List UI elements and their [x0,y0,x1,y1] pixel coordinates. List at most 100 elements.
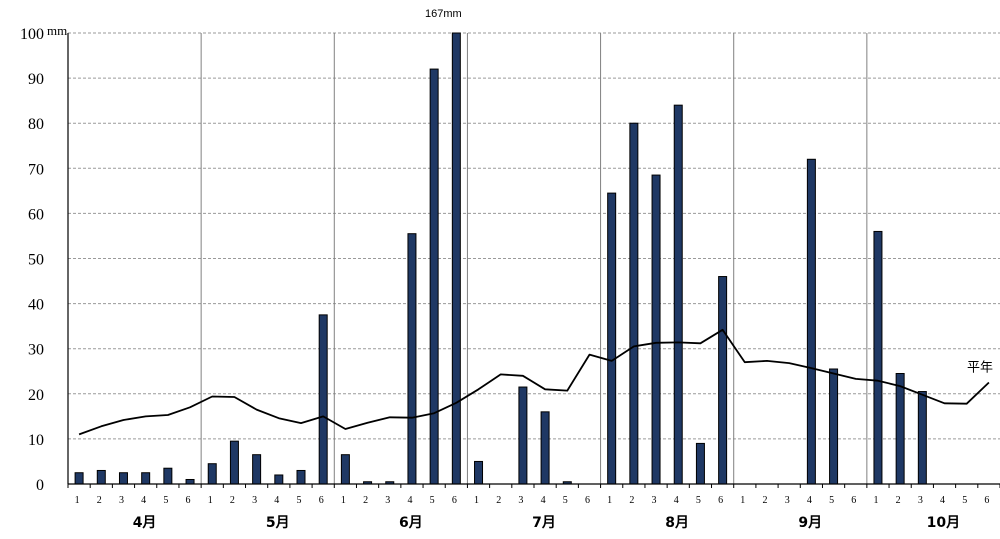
x-tick-label: 3 [652,495,657,506]
x-tick-label: 1 [341,495,346,506]
normal-line-label: 平年 [967,360,993,375]
bar [629,122,639,485]
bar [407,233,417,485]
x-tick-label: 6 [851,495,856,506]
month-label: 7月 [532,515,556,531]
x-tick-label: 4 [274,495,279,506]
bars [74,32,927,485]
bar [340,454,350,485]
x-tick-label: 1 [474,495,479,506]
y-tick-label: 80 [28,116,44,133]
bar [607,192,617,485]
month-label: 10月 [927,515,960,531]
x-tick-label: 6 [186,495,191,506]
bar [163,467,173,485]
x-tick-label: 6 [984,495,989,506]
x-tick-label: 4 [674,495,679,506]
bar [74,472,84,485]
y-unit-label: mm [47,23,67,38]
bar [695,442,705,485]
bar [917,391,927,485]
x-tick-label: 2 [496,495,501,506]
bar [895,373,905,485]
bar [829,368,839,485]
x-tick-label: 6 [319,495,324,506]
bar [207,463,217,485]
x-tick-label: 1 [607,495,612,506]
bar [318,314,328,485]
normal-line [78,328,990,436]
y-tick-label: 100 [20,26,44,43]
bar [296,469,306,485]
x-tick-label: 1 [740,495,745,506]
month-label: 6月 [399,515,423,531]
bar [96,469,106,485]
x-tick-label: 6 [585,495,590,506]
bar [229,440,239,485]
bar [141,472,151,485]
bar [651,174,661,485]
x-tick-label: 5 [163,495,168,506]
y-tick-label: 40 [28,297,44,314]
x-tick-label: 4 [141,495,146,506]
bar [429,68,439,485]
y-tick-label: 30 [28,342,44,359]
bar [718,276,728,485]
bar [518,386,528,485]
bar [873,230,883,485]
axes [67,33,1000,488]
x-tick-label: 5 [962,495,967,506]
x-tick-label: 1 [208,495,213,506]
bar [274,474,284,485]
overflow-label: 167mm [425,8,462,20]
bar [185,478,195,485]
x-tick-label: 2 [230,495,235,506]
x-tick-label: 6 [718,495,723,506]
bar [252,454,262,485]
x-tick-label: 5 [297,495,302,506]
bar [540,411,550,485]
x-tick-label: 4 [807,495,812,506]
y-tick-label: 0 [36,477,44,494]
month-label: 4月 [133,515,157,531]
x-tick-label: 3 [385,495,390,506]
x-tick-label: 5 [829,495,834,506]
normal-line-layer [78,328,990,436]
month-label: 5月 [266,515,290,531]
bar [451,32,461,485]
x-tick-label: 3 [119,495,124,506]
y-tick-label: 50 [28,252,44,269]
x-tick-label: 3 [785,495,790,506]
x-tick-label: 5 [696,495,701,506]
bar [118,472,128,485]
grid [68,32,1000,484]
x-tick-label: 3 [518,495,523,506]
y-tick-label: 90 [28,71,44,88]
y-tick-label: 20 [28,387,44,404]
bar [673,104,683,485]
bar [806,158,816,485]
y-tick-label: 70 [28,161,44,178]
x-tick-label: 2 [629,495,634,506]
x-tick-label: 4 [407,495,412,506]
x-tick-label: 5 [430,495,435,506]
x-tick-label: 1 [873,495,878,506]
x-tick-label: 1 [75,495,80,506]
y-tick-label: 60 [28,206,44,223]
x-tick-label: 2 [363,495,368,506]
y-tick-label: 10 [28,432,44,449]
x-tick-label: 4 [541,495,546,506]
month-label: 8月 [665,515,689,531]
x-tick-label: 5 [563,495,568,506]
x-tick-label: 4 [940,495,945,506]
x-tick-label: 2 [896,495,901,506]
x-tick-label: 6 [452,495,457,506]
x-tick-label: 2 [97,495,102,506]
x-tick-label: 2 [763,495,768,506]
x-tick-label: 3 [252,495,257,506]
x-tick-label: 3 [918,495,923,506]
labels: 0 10 20 30 40 50 60 70 80 90 100 mm 167mm 平年 1 2 3 4 5 6 1 2 3… [20,8,993,531]
bar [474,460,484,485]
month-label: 9月 [798,515,822,531]
